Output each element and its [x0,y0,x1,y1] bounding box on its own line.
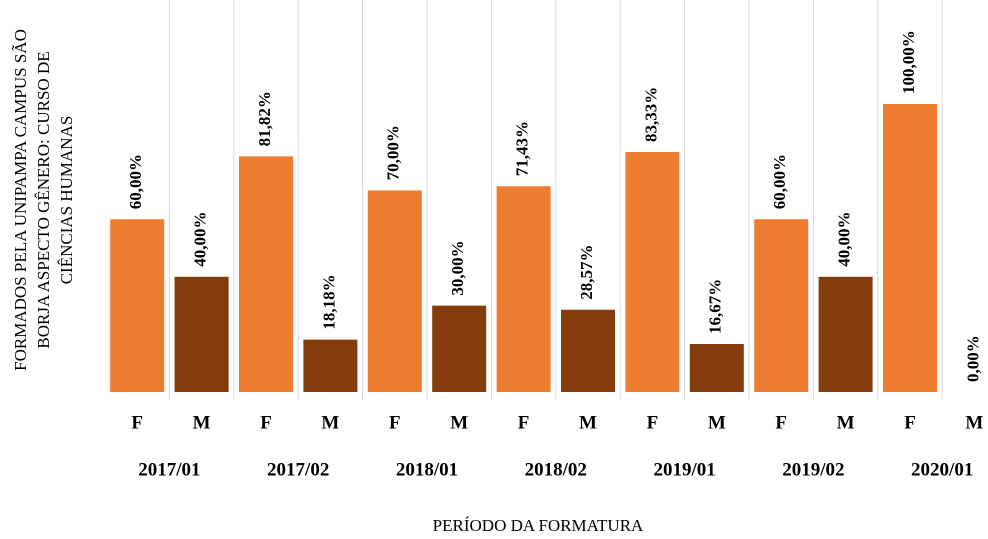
data-label: 70,00% [384,125,403,180]
x-tick-label: F [647,412,659,433]
data-label: 18,18% [319,274,338,329]
bar [561,309,615,392]
data-label: 40,00% [835,212,854,267]
y-axis-title-line: CIÊNCIAS HUMANAS [57,116,76,285]
x-axis-title: PERÍODO DA FORMATURA [433,516,644,535]
bar [110,219,165,392]
bar [818,276,873,392]
group-label: 2018/02 [525,459,587,480]
x-tick-label: M [837,412,855,433]
group-label: 2017/02 [267,459,329,480]
group-label: 2019/01 [653,459,715,480]
data-label: 83,33% [641,87,660,142]
group-label: 2018/01 [396,459,458,480]
group-label: 2019/02 [782,459,844,480]
bar [496,186,551,392]
x-tick-label: F [904,412,916,433]
x-tick-label: F [389,412,401,433]
bar [174,276,229,392]
x-tick-label: M [579,412,597,433]
data-label: 81,82% [255,91,274,146]
x-tick-label: M [321,412,339,433]
data-label: 100,00% [899,30,918,94]
x-tick-label: M [965,412,983,433]
group-label: 2017/01 [138,459,200,480]
bar [625,152,680,392]
data-label: 60,00% [126,154,145,209]
data-label: 60,00% [770,154,789,209]
group-label: 2020/01 [911,459,973,480]
bar [367,190,422,392]
data-label: 16,67% [706,279,725,334]
data-label: 0,00% [963,335,982,382]
y-axis-title: FORMADOS PELA UNIPAMPA CAMPUS SÃO BORJA … [11,29,76,371]
x-tick-label: F [131,412,143,433]
x-tick-label: F [775,412,787,433]
x-tick-label: F [518,412,530,433]
bar [432,305,487,392]
data-label: 71,43% [513,121,532,176]
bar [754,219,809,392]
bar [883,104,937,392]
x-tick-label: M [193,412,211,433]
y-axis-title-line: BORJA ASPECTO GÊNERO: CURSO DE [34,51,53,348]
bar [689,343,744,392]
x-tick-label: M [708,412,726,433]
data-label: 30,00% [448,240,467,295]
bar [239,156,293,392]
data-label: 28,57% [577,244,596,299]
x-tick-label: M [450,412,468,433]
y-axis-title-line: FORMADOS PELA UNIPAMPA CAMPUS SÃO [11,29,30,371]
bar [303,339,358,392]
x-tick-label: F [260,412,272,433]
data-label: 40,00% [191,212,210,267]
